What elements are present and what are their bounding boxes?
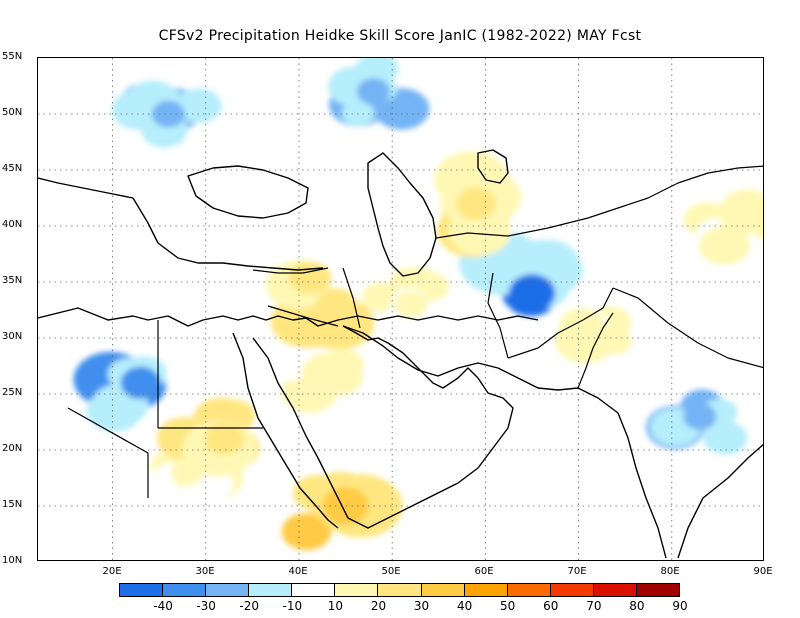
legend-label: 50 — [500, 599, 516, 613]
skill-core — [316, 288, 357, 321]
skill-core — [120, 366, 161, 399]
legend-swatch — [248, 583, 293, 597]
color-legend-bar — [119, 583, 681, 597]
lat-lon-grid — [38, 58, 763, 560]
lat-label: 40N — [2, 219, 23, 230]
lon-label: 30E — [195, 566, 215, 577]
lon-label: 90E — [753, 566, 773, 577]
coast-india-west — [577, 387, 667, 559]
legend-label: 40 — [456, 599, 473, 613]
skill-patch — [288, 261, 332, 294]
border-india-pakistan — [577, 312, 614, 389]
legend-swatch — [635, 583, 681, 597]
skill-core — [571, 324, 605, 352]
legend-swatch — [119, 583, 164, 597]
lon-label: 60E — [474, 566, 494, 577]
coast-mediterranean-south — [38, 307, 539, 327]
black-sea — [187, 165, 309, 219]
lon-label: 50E — [381, 566, 401, 577]
legend-swatch — [506, 583, 551, 597]
map-panel — [37, 57, 764, 561]
skill-core — [322, 487, 369, 525]
skill-core — [204, 422, 245, 455]
map-canvas — [38, 58, 763, 560]
border-saudi-north — [267, 305, 339, 327]
skill-core — [301, 358, 335, 386]
caspian-sea — [367, 152, 437, 277]
skill-core — [394, 290, 428, 318]
skill-core — [508, 274, 556, 313]
skill-patch — [341, 101, 375, 126]
lat-label: 50N — [2, 107, 23, 118]
lon-label: 80E — [660, 566, 680, 577]
lat-label: 30N — [2, 331, 23, 342]
coast-balkans — [38, 177, 134, 199]
legend-label: 80 — [629, 599, 645, 613]
skill-core — [357, 78, 391, 106]
legend-swatch — [592, 583, 637, 597]
legend-swatch — [334, 583, 379, 597]
legend-label: 90 — [672, 599, 688, 613]
border-iran-afghanistan — [487, 272, 509, 359]
border-afghanistan-pakistan — [507, 287, 614, 359]
coastlines-borders — [38, 149, 763, 559]
legend-swatch — [162, 583, 207, 597]
legend-label: 70 — [586, 599, 602, 613]
border-china-south — [612, 287, 763, 369]
lat-label: 10N — [2, 555, 23, 566]
coast-india-east — [677, 443, 763, 559]
border-turkey-syria — [252, 267, 329, 274]
aral-sea — [477, 149, 509, 184]
lon-label: 40E — [288, 566, 308, 577]
legend-swatch — [549, 583, 594, 597]
legend-label: -40 — [153, 599, 173, 613]
legend-swatch — [205, 583, 250, 597]
coast-red-sea-west — [232, 332, 339, 529]
legend-label: 60 — [543, 599, 559, 613]
coast-turkey — [132, 197, 324, 271]
lat-label: 35N — [2, 275, 23, 286]
skill-patch — [750, 214, 763, 240]
border-libya-chad — [67, 407, 149, 498]
coast-iran-south — [342, 325, 579, 391]
legend-swatch — [463, 583, 508, 597]
legend-label: -20 — [239, 599, 260, 613]
legend-label: 30 — [413, 599, 430, 613]
legend-label: 10 — [327, 599, 344, 613]
border-iraq-iran — [342, 267, 361, 329]
legend-label: -10 — [282, 599, 303, 613]
legend-swatch — [420, 583, 465, 597]
skill-core — [151, 100, 185, 128]
legend-swatch — [377, 583, 422, 597]
skill-core — [456, 187, 496, 220]
lat-label: 15N — [2, 499, 23, 510]
lat-label: 25N — [2, 387, 23, 398]
lon-label: 70E — [567, 566, 587, 577]
legend-label: 20 — [370, 599, 387, 613]
legend-label: -30 — [196, 599, 216, 613]
border-kazakhstan-south — [435, 165, 763, 239]
skill-patch — [281, 512, 332, 551]
legend-swatch — [291, 583, 336, 597]
lat-label: 20N — [2, 443, 23, 454]
lat-label: 45N — [2, 163, 23, 174]
chart-title: CFSv2 Precipitation Heidke Skill Score J… — [158, 28, 642, 44]
lon-label: 20E — [102, 566, 122, 577]
coast-arabia — [252, 325, 514, 529]
lat-label: 55N — [2, 51, 23, 62]
skill-core — [683, 402, 717, 430]
skill-patch — [703, 421, 748, 455]
skill-score-shading — [73, 58, 763, 551]
